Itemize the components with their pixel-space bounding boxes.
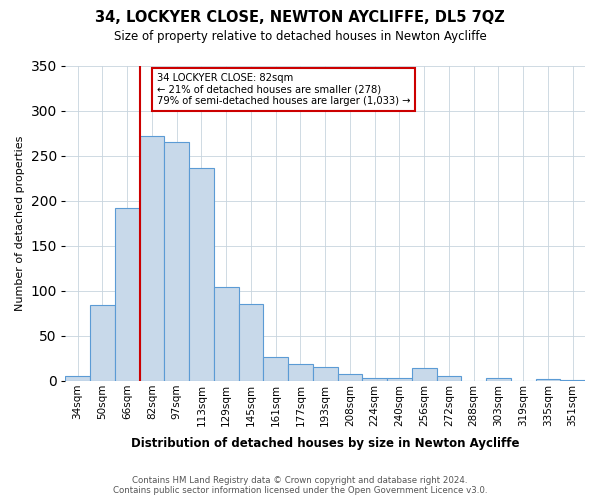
Bar [387, 378, 412, 381]
Bar [486, 378, 511, 381]
Bar [536, 379, 560, 381]
Bar [288, 364, 313, 381]
Bar [164, 142, 189, 381]
Bar [189, 168, 214, 381]
Bar [140, 136, 164, 381]
Text: 34 LOCKYER CLOSE: 82sqm
← 21% of detached houses are smaller (278)
79% of semi-d: 34 LOCKYER CLOSE: 82sqm ← 21% of detache… [157, 72, 410, 106]
Bar [437, 376, 461, 381]
Bar [560, 380, 585, 381]
Bar [90, 306, 115, 381]
Bar [313, 368, 338, 381]
Bar [263, 356, 288, 381]
Bar [115, 208, 140, 381]
Bar [362, 378, 387, 381]
Text: Contains HM Land Registry data © Crown copyright and database right 2024.
Contai: Contains HM Land Registry data © Crown c… [113, 476, 487, 495]
Bar [412, 368, 437, 381]
Bar [214, 287, 239, 381]
Bar [338, 374, 362, 381]
Bar [239, 304, 263, 381]
Bar [65, 376, 90, 381]
Text: Size of property relative to detached houses in Newton Aycliffe: Size of property relative to detached ho… [113, 30, 487, 43]
Text: 34, LOCKYER CLOSE, NEWTON AYCLIFFE, DL5 7QZ: 34, LOCKYER CLOSE, NEWTON AYCLIFFE, DL5 … [95, 10, 505, 25]
X-axis label: Distribution of detached houses by size in Newton Aycliffe: Distribution of detached houses by size … [131, 437, 520, 450]
Y-axis label: Number of detached properties: Number of detached properties [15, 136, 25, 311]
